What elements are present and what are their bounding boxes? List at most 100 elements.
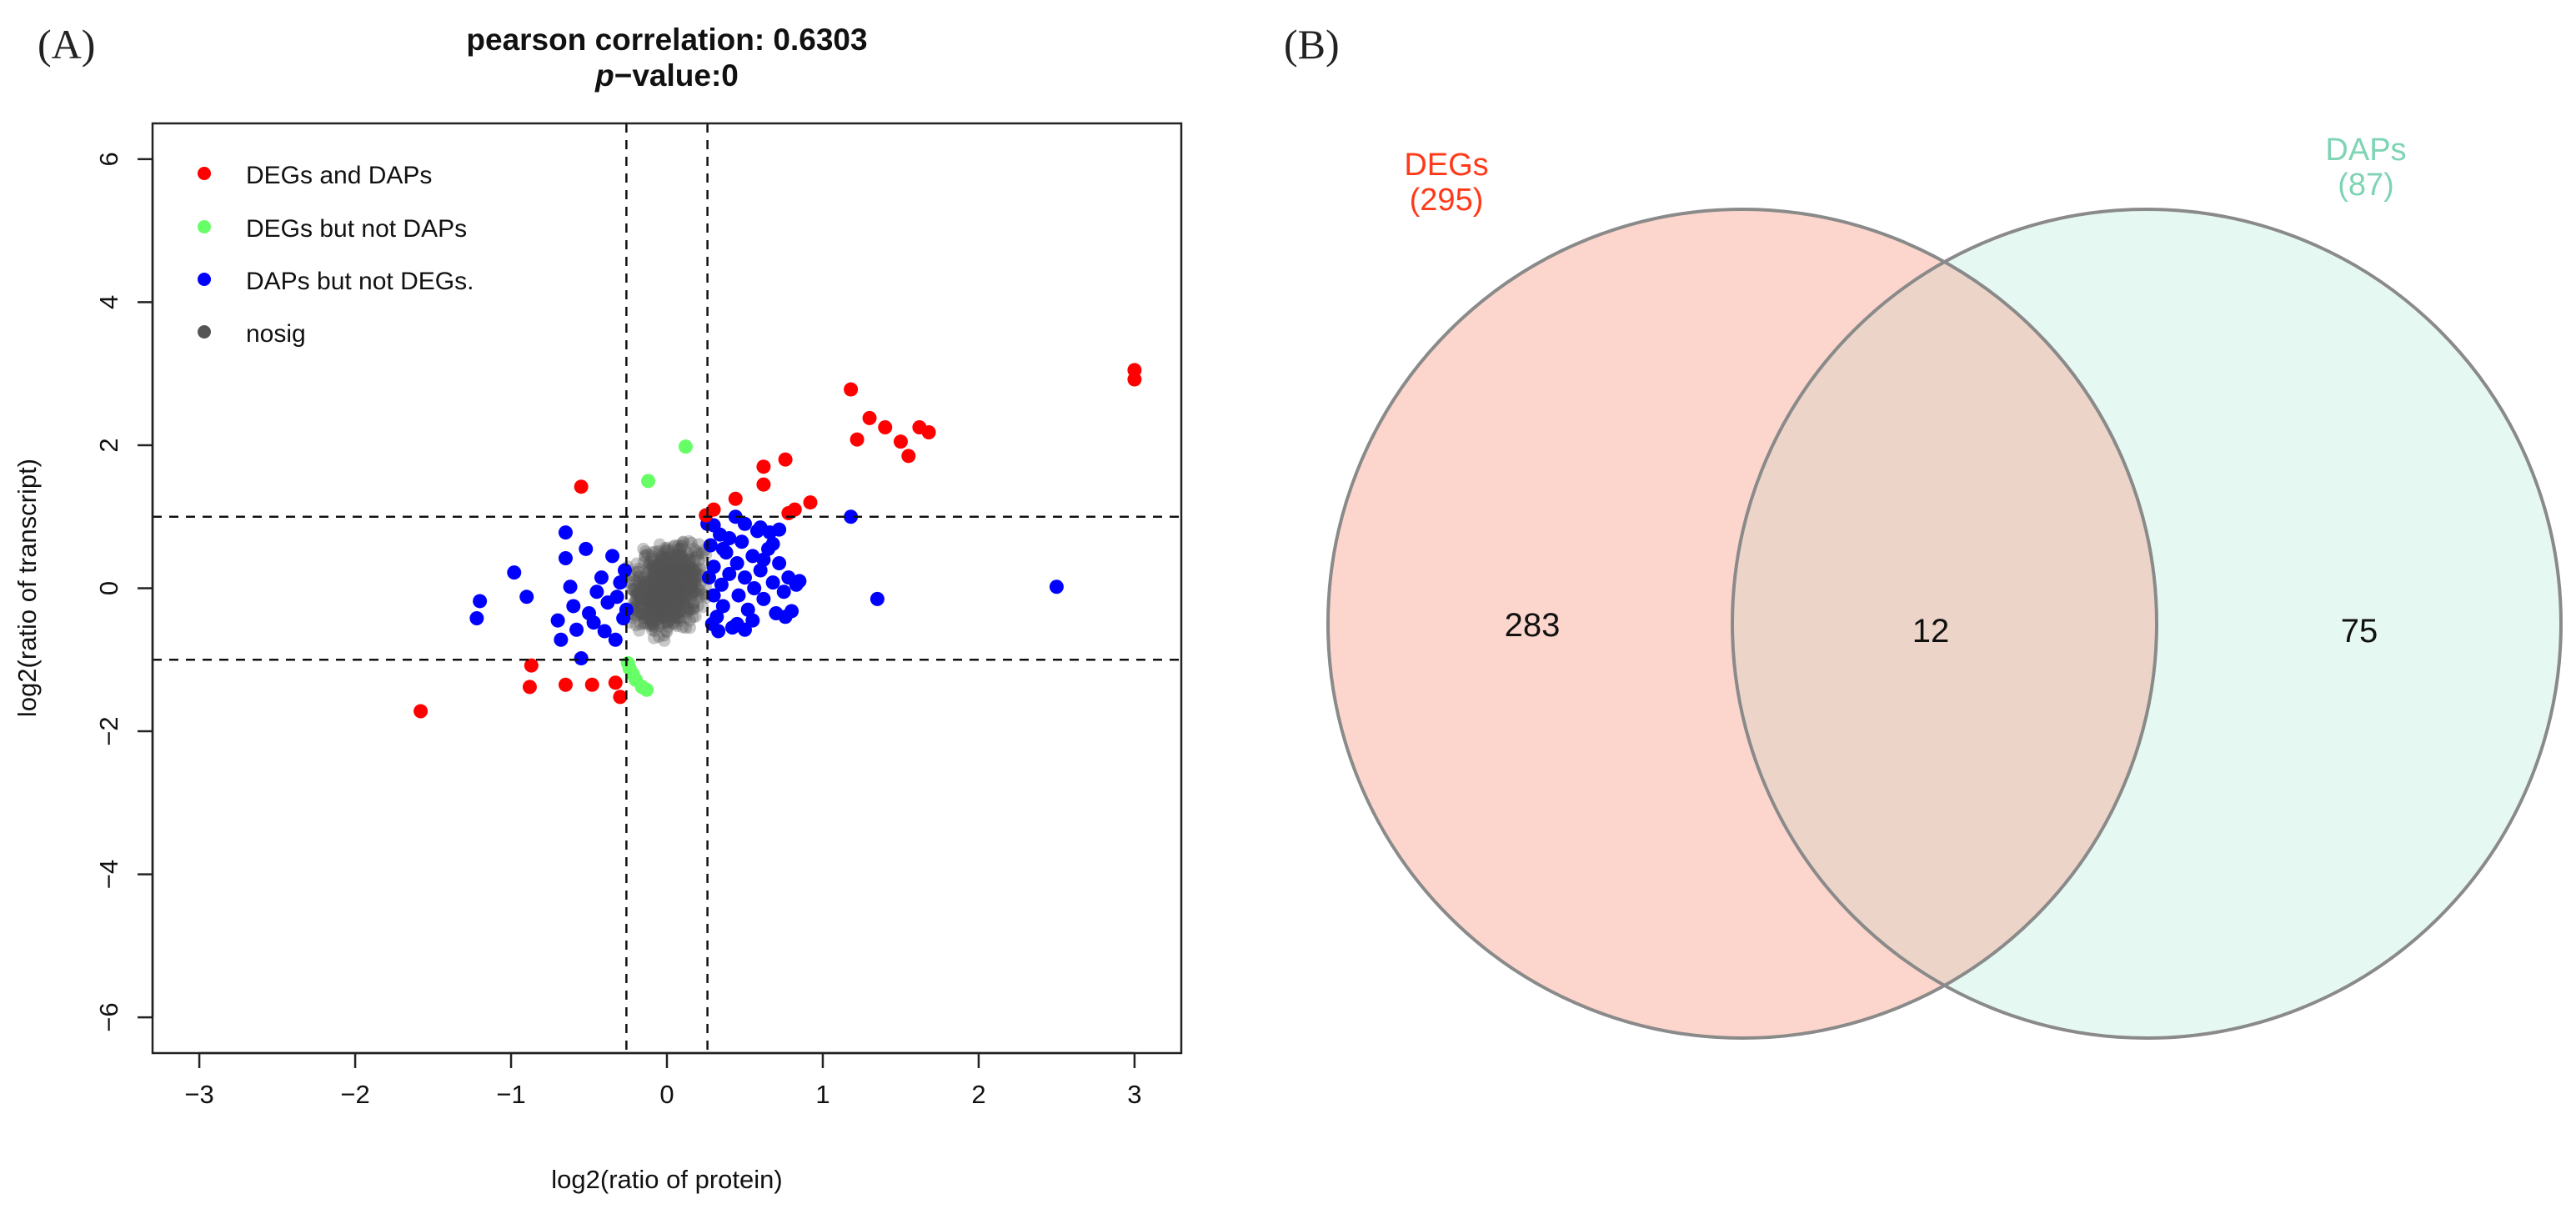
- point-nosig: [663, 579, 676, 593]
- point-nosig: [661, 586, 674, 599]
- point-nosig: [669, 585, 682, 599]
- point-daps-not-degs: [594, 570, 609, 585]
- point-nosig: [655, 589, 669, 603]
- point-nosig: [671, 562, 684, 575]
- point-nosig: [681, 593, 694, 606]
- venn-count-degs-only: 283: [1505, 607, 1561, 644]
- point-nosig: [666, 559, 679, 572]
- point-nosig: [662, 572, 675, 585]
- point-nosig: [662, 584, 675, 597]
- point-nosig: [661, 589, 674, 602]
- point-nosig: [652, 569, 665, 582]
- point-nosig: [636, 579, 649, 593]
- point-nosig: [660, 587, 674, 600]
- point-nosig: [669, 560, 683, 574]
- point-nosig: [672, 578, 685, 591]
- point-nosig: [659, 593, 672, 606]
- point-nosig: [675, 559, 689, 572]
- y-axis: −6 −4 −2 0 2 4 6: [94, 152, 154, 1032]
- point-nosig: [650, 566, 664, 579]
- point-nosig: [648, 564, 661, 578]
- point-daps-not-degs: [618, 563, 633, 578]
- point-nosig: [648, 595, 661, 609]
- point-nosig: [644, 617, 657, 630]
- point-nosig: [646, 571, 659, 584]
- point-nosig: [649, 625, 662, 638]
- venn-size-degs: (295): [1410, 183, 1484, 218]
- point-nosig: [676, 587, 689, 600]
- point-nosig: [683, 534, 696, 548]
- point-nosig: [653, 561, 666, 574]
- point-nosig: [654, 599, 667, 613]
- point-nosig: [658, 554, 671, 567]
- point-nosig: [654, 591, 668, 604]
- point-nosig: [667, 617, 680, 630]
- point-nosig: [654, 592, 668, 605]
- point-nosig: [664, 566, 677, 579]
- point-nosig: [678, 581, 691, 594]
- point-nosig: [679, 577, 692, 590]
- point-nosig: [635, 594, 649, 607]
- point-nosig: [672, 582, 685, 595]
- point-nosig: [665, 576, 679, 589]
- legend-label-degs-and-daps: DEGs and DAPs: [246, 162, 432, 189]
- point-nosig: [658, 574, 671, 587]
- point-nosig: [650, 584, 664, 597]
- point-nosig: [668, 601, 681, 615]
- point-nosig: [659, 579, 672, 592]
- point-nosig: [655, 596, 669, 610]
- point-nosig: [658, 591, 671, 604]
- point-nosig: [667, 569, 680, 582]
- point-daps-not-degs: [507, 565, 522, 580]
- point-nosig: [670, 585, 684, 599]
- point-nosig: [648, 631, 661, 645]
- point-nosig: [677, 574, 690, 588]
- point-nosig: [647, 570, 660, 584]
- point-nosig: [664, 562, 678, 575]
- point-nosig: [657, 617, 670, 630]
- point-nosig: [669, 577, 683, 590]
- point-nosig: [664, 584, 678, 597]
- point-nosig: [649, 608, 663, 621]
- point-nosig: [651, 579, 664, 593]
- point-nosig: [641, 617, 654, 630]
- point-nosig: [642, 571, 655, 584]
- point-nosig: [645, 591, 659, 604]
- point-nosig: [669, 579, 682, 593]
- point-nosig: [652, 588, 665, 601]
- point-daps-not-degs: [844, 509, 859, 524]
- point-nosig: [652, 620, 665, 633]
- point-nosig: [669, 581, 682, 594]
- point-nosig: [659, 571, 672, 584]
- point-nosig: [684, 553, 697, 566]
- point-nosig: [655, 563, 669, 576]
- point-nosig: [672, 573, 685, 586]
- point-nosig: [659, 605, 672, 619]
- point-daps-not-degs: [756, 591, 771, 606]
- point-nosig: [665, 589, 679, 602]
- point-nosig: [673, 549, 686, 563]
- point-daps-not-degs: [586, 615, 601, 630]
- point-nosig: [657, 578, 670, 591]
- point-nosig: [636, 595, 649, 609]
- point-nosig: [657, 559, 670, 573]
- point-nosig: [644, 575, 657, 589]
- point-nosig: [681, 602, 694, 615]
- point-nosig: [679, 557, 692, 570]
- point-nosig: [686, 581, 699, 594]
- point-nosig: [667, 564, 680, 578]
- point-nosig: [664, 564, 677, 578]
- point-nosig: [653, 538, 666, 551]
- point-nosig: [662, 584, 675, 597]
- point-nosig: [688, 585, 701, 599]
- point-nosig: [655, 583, 669, 596]
- point-nosig: [632, 585, 645, 599]
- point-nosig: [678, 584, 691, 598]
- point-nosig: [654, 610, 667, 624]
- point-nosig: [693, 590, 706, 604]
- point-nosig: [686, 597, 699, 610]
- point-nosig: [667, 589, 680, 602]
- point-nosig: [641, 548, 654, 561]
- point-nosig: [647, 559, 660, 573]
